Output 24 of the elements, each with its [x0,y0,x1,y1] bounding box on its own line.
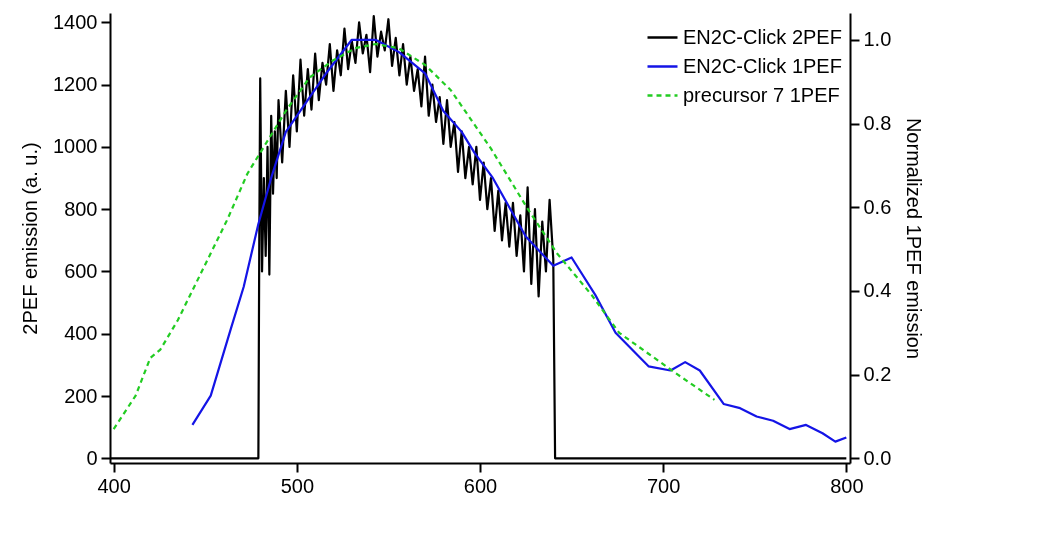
y2-tick-label: 0.2 [863,363,892,386]
y2-tick-label: 0.4 [863,279,892,302]
x-tick-label: 600 [463,474,498,497]
legend-label: EN2C-Click 2PEF [683,25,842,48]
y-axis-title: 2PEF emission (a. u.) [19,142,42,335]
y2-tick-label: 0.0 [863,446,892,469]
y-tick-label: 400 [64,322,98,345]
y-tick-label: 1400 [53,10,98,33]
y2-tick-label: 0.6 [863,195,892,218]
y-tick-label: 1000 [53,135,98,158]
legend-label: EN2C-Click 1PEF [683,54,842,77]
y2-tick-label: 0.8 [863,112,892,135]
x-tick-label: 800 [830,474,864,497]
y-tick-label: 800 [64,197,98,220]
y-tick-label: 1200 [53,73,98,96]
y2-tick-label: 1.0 [863,28,892,51]
y-tick-label: 600 [64,259,98,282]
y-tick-label: 0 [86,446,98,469]
x-tick-label: 500 [280,474,315,497]
x-tick-label: 400 [97,474,131,497]
x-tick-label: 700 [646,474,681,497]
legend-label: precursor 7 1PEF [683,83,840,106]
y-tick-label: 200 [64,384,98,407]
y2-axis-title: Normalized 1PEF emission [903,117,926,360]
